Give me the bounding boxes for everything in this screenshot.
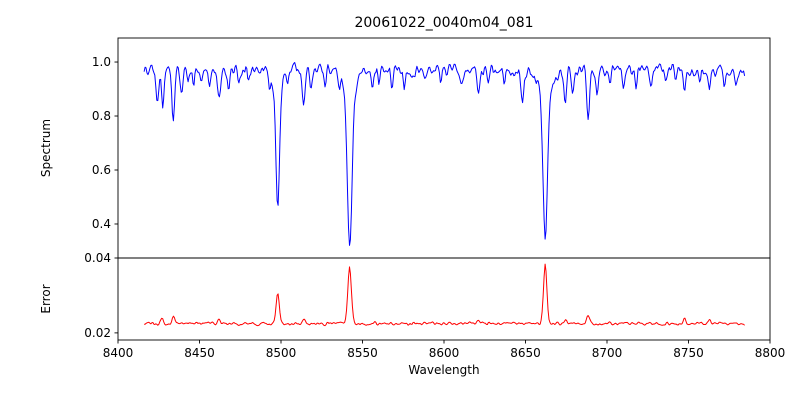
error-y-tick-label: 0.04: [84, 251, 111, 265]
spectrum-y-tick-label: 0.4: [92, 217, 111, 231]
spectrum-panel-frame: [117, 37, 771, 259]
error-y-tick-label: 0.02: [84, 326, 111, 340]
error-y-axis-label: Error: [39, 284, 53, 313]
spectrum-line: [143, 62, 746, 246]
x-axis-label: Wavelength: [408, 363, 479, 377]
spectrum-y-tick-label: 0.8: [92, 109, 111, 123]
x-tick-label: 8600: [429, 346, 460, 360]
x-tick-label: 8700: [592, 346, 623, 360]
plot-area: 1.0 0.8 0.6 0.4 0.04 0.02 8400 8450 8500 8550 8600…: [84, 37, 786, 360]
x-tick-label: 8800: [755, 346, 786, 360]
x-tick-label: 8650: [510, 346, 541, 360]
x-tick-label: 8500: [266, 346, 297, 360]
spectrum-y-tick-label: 1.0: [92, 55, 111, 69]
spectrum-y-tick-label: 0.6: [92, 163, 111, 177]
error-panel-frame: [117, 257, 771, 341]
x-tick-label: 8550: [347, 346, 378, 360]
x-tick-label: 8450: [184, 346, 215, 360]
error-line: [144, 263, 745, 327]
x-tick-label: 8750: [673, 346, 704, 360]
figure-title: 20061022_0040m04_081: [354, 15, 533, 31]
spectrum-y-axis-label: Spectrum: [39, 119, 53, 177]
x-tick-label: 8400: [103, 346, 134, 360]
